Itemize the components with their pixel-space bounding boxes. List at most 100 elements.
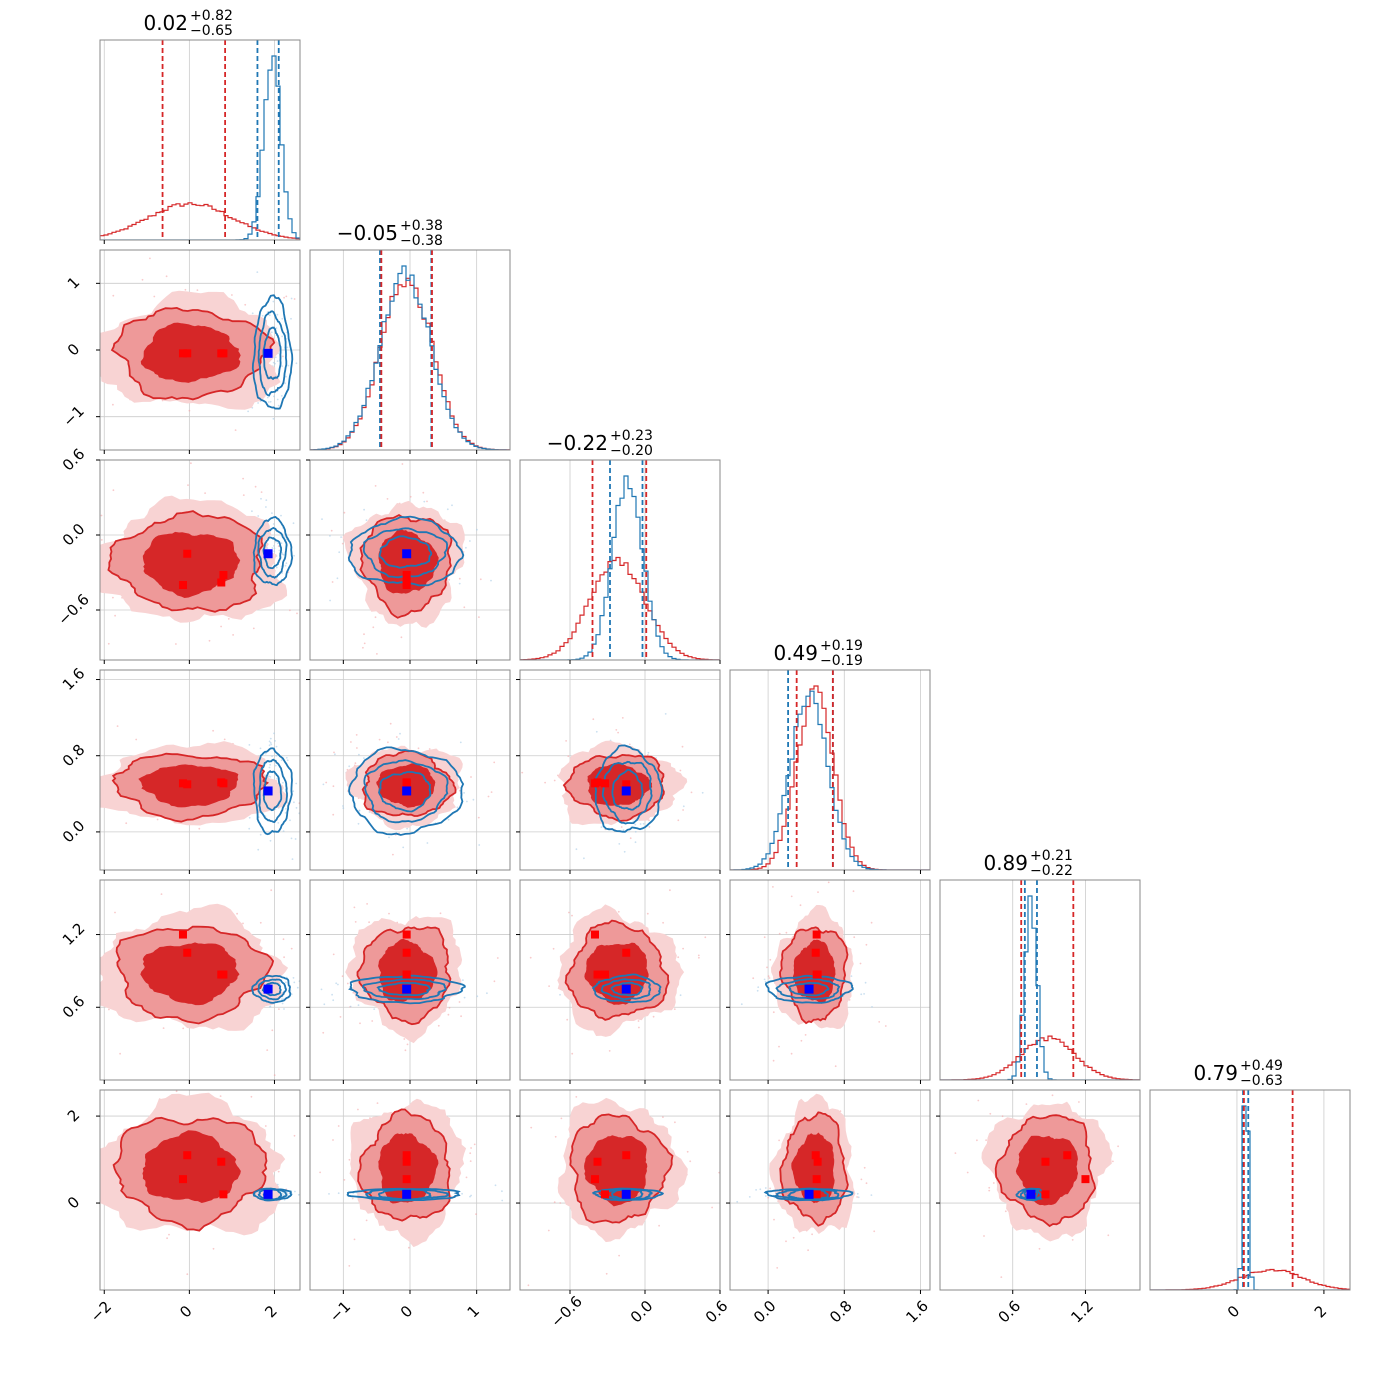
blue-sample-point (274, 764, 277, 767)
red-sample-point (236, 912, 239, 915)
param-err-minus-4: −0.22 (1030, 863, 1073, 879)
red-marker (812, 1175, 821, 1184)
blue-sample-point (469, 540, 471, 542)
red-sample-point (475, 1213, 477, 1215)
red-sample-point (374, 616, 377, 619)
red-sample-point (107, 642, 110, 645)
blue-sample-point (277, 404, 280, 407)
red-sample-point (682, 809, 684, 811)
panel-3-1 (306, 669, 511, 874)
red-sample-point (188, 409, 191, 412)
red-sample-point (141, 278, 144, 281)
red-sample-point (633, 1083, 635, 1085)
red-sample-point (250, 1095, 253, 1098)
red-sample-point (852, 890, 855, 893)
blue-sample-point (248, 816, 251, 819)
red-sample-point (182, 1027, 185, 1030)
blue-sample-point (447, 818, 450, 821)
blue-sample-point (272, 523, 275, 525)
blue-sample-point (248, 827, 251, 830)
blue-marker (402, 786, 412, 796)
red-sample-point (976, 1139, 978, 1142)
blue-sample-point (634, 830, 637, 833)
blue-sample-point (322, 783, 325, 786)
red-sample-point (1004, 1210, 1007, 1213)
red-sample-point (554, 1135, 557, 1138)
red-sample-point (322, 1031, 325, 1034)
x-tick-label: −1 (326, 1297, 354, 1325)
blue-sample-point (265, 506, 267, 508)
red-sample-point (356, 747, 358, 749)
panel-frame (939, 1089, 1141, 1291)
blue-sample-point (282, 781, 284, 784)
blue-sample-point (338, 551, 341, 554)
x-tick-label: 0 (1224, 1302, 1243, 1321)
red-sample-point (341, 975, 344, 978)
blue-contour-1 (601, 760, 653, 825)
panel-frame (939, 879, 1141, 1081)
red-sample-point (799, 904, 802, 907)
x-tick-label: 1.2 (1067, 1297, 1097, 1327)
red-sample-point (314, 537, 316, 539)
red-sample-point (352, 991, 355, 994)
blue-contour-0 (347, 515, 465, 587)
blue-marker (402, 1189, 412, 1199)
blue-sample-point (759, 1188, 762, 1191)
red-sample-point (376, 1102, 379, 1104)
red-sample-point (378, 738, 381, 741)
blue-sample-point (764, 1195, 767, 1197)
blue-sample-point (647, 751, 650, 754)
red-sample-point (884, 1025, 887, 1027)
red-sample-point (40, 727, 42, 729)
blue-sample-point (871, 1006, 873, 1008)
red-sample-point (437, 1024, 440, 1027)
blue-sample-point (275, 566, 278, 569)
red-sample-point (296, 612, 298, 615)
blue-sample-point (285, 808, 287, 810)
red-sample-point (116, 725, 119, 727)
blue-sample-point (281, 1192, 284, 1195)
blue-contour-0 (1015, 1187, 1046, 1202)
red-sample-point (977, 1099, 980, 1102)
red-sample-point (68, 773, 70, 775)
panel-frame (99, 879, 301, 1081)
blue-sample-point (297, 1193, 300, 1196)
blue-sample-point (501, 1199, 504, 1202)
red-sample-point (162, 1027, 165, 1029)
red-sample-point (834, 1065, 837, 1068)
red-sample-point (91, 1150, 93, 1152)
red-sample-point (332, 785, 335, 788)
blue-sample-point (285, 981, 287, 984)
red-marker (622, 948, 631, 957)
param-title-0: 0.02 (143, 11, 188, 35)
blue-sample-point (269, 839, 272, 842)
red-sample-point (86, 1123, 88, 1125)
blue-contour-2 (261, 981, 282, 997)
panel-2-1 (306, 459, 511, 664)
y-tick-label: 1 (64, 273, 83, 292)
red-sample-point (204, 1032, 206, 1034)
red-sample-point (565, 740, 567, 742)
x-tick-label: 0.0 (750, 1297, 780, 1327)
blue-contour-2 (376, 981, 431, 997)
blue-contour-1 (257, 978, 287, 1001)
blue-sample-point (863, 993, 865, 995)
x-tick-label: 0 (397, 1302, 416, 1321)
panel-4-3 (726, 879, 931, 1084)
red-sample-point (80, 504, 82, 506)
red-sample-point (460, 1015, 462, 1018)
blue-sample-point (275, 754, 278, 757)
red-sample-point (778, 1139, 780, 1142)
red-sample-point (608, 1050, 611, 1052)
red-sample-point (660, 1048, 662, 1050)
y-tick-label: 0.6 (59, 445, 89, 475)
blue-sample-point (363, 757, 365, 759)
red-sample-point (234, 429, 237, 431)
red-sample-point (790, 1052, 793, 1055)
red-sample-point (448, 1006, 451, 1009)
red-sample-point (493, 980, 496, 983)
blue-sample-point (682, 805, 685, 808)
red-sample-point (168, 1233, 170, 1236)
blue-sample-point (764, 980, 767, 983)
red-sample-point (679, 769, 682, 772)
